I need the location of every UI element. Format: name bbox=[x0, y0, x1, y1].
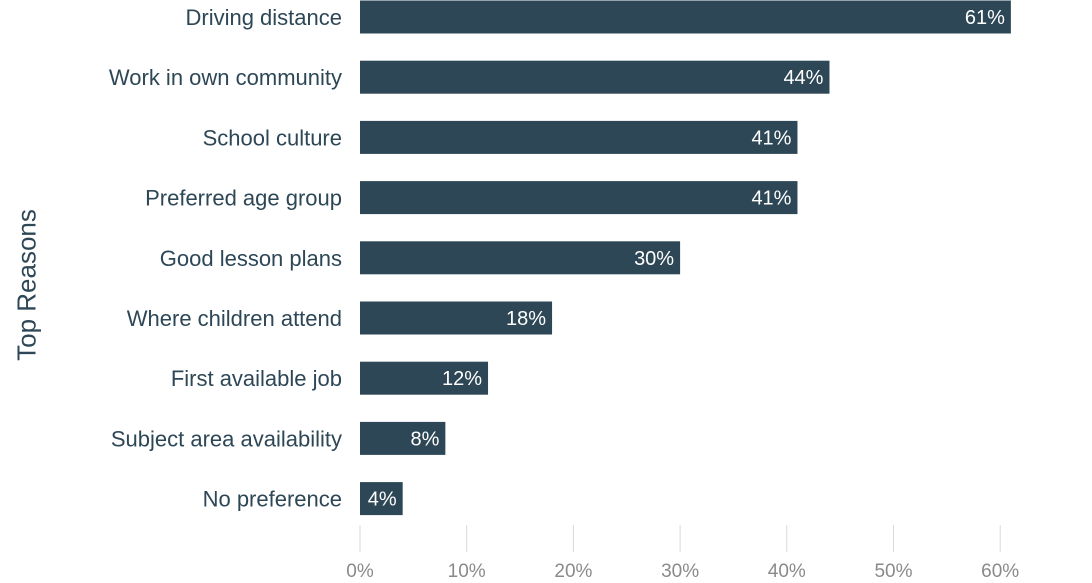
bar bbox=[360, 60, 830, 94]
bar bbox=[360, 421, 446, 455]
category-label: Driving distance bbox=[185, 5, 342, 30]
x-tick-label: 10% bbox=[448, 561, 486, 578]
bar-value-label: 30% bbox=[634, 248, 674, 270]
x-tick-label: 40% bbox=[768, 561, 806, 578]
bar bbox=[360, 482, 403, 516]
x-tick-label: 20% bbox=[554, 561, 592, 578]
bar-value-label: 41% bbox=[751, 188, 791, 210]
category-label: Subject area availability bbox=[111, 426, 342, 451]
bar bbox=[360, 181, 798, 215]
x-tick-label: 0% bbox=[346, 561, 374, 578]
bar-value-label: 4% bbox=[368, 489, 397, 511]
y-axis-title: Top Reasons bbox=[11, 209, 42, 361]
bar bbox=[360, 301, 553, 335]
bar-value-label: 12% bbox=[442, 368, 482, 390]
bar-value-label: 18% bbox=[506, 308, 546, 330]
bar bbox=[360, 0, 1011, 34]
x-tick-label: 50% bbox=[874, 561, 912, 578]
bar-value-label: 8% bbox=[410, 428, 439, 450]
x-tick-label: 30% bbox=[661, 561, 699, 578]
bar bbox=[360, 241, 681, 275]
category-label: First available job bbox=[171, 366, 342, 391]
category-label: Preferred age group bbox=[145, 186, 342, 211]
category-label: Work in own community bbox=[109, 65, 342, 90]
x-tick-label: 60% bbox=[981, 561, 1019, 578]
bar-value-label: 44% bbox=[783, 67, 823, 89]
category-label: No preference bbox=[203, 487, 342, 512]
bar-value-label: 61% bbox=[965, 7, 1005, 29]
category-label: School culture bbox=[203, 125, 342, 150]
bar bbox=[360, 120, 798, 154]
category-label: Where children attend bbox=[127, 306, 342, 331]
category-label: Good lesson plans bbox=[160, 246, 342, 271]
bar-value-label: 41% bbox=[751, 127, 791, 149]
bar bbox=[360, 361, 489, 395]
